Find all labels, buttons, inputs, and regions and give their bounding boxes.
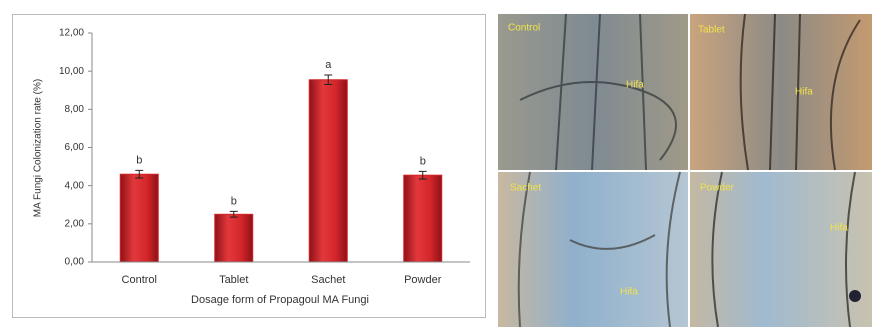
micrograph [690,172,872,327]
y-tick-label: 6,00 [65,142,85,153]
significance-letter: b [231,195,237,207]
plot: 0,00 2,00 4,00 6,00 8,00 10,00 12,00 b Control b T… [59,28,470,286]
significance-letter: b [136,154,142,166]
bar [308,79,348,263]
y-tick-label: 2,00 [65,218,85,229]
significance-letter: b [420,155,426,167]
cell-wall [711,171,856,327]
y-axis-label: MA Fungi Colonization rate (%) [33,79,44,217]
y-tick-label: 10,00 [59,66,84,77]
panel-annotation: Hifa [620,287,638,298]
x-tick-label: Sachet [311,274,345,286]
micrograph [498,172,688,327]
cell-wall [517,171,681,327]
x-tick-label: Powder [404,274,442,286]
panel-annotation: Hifa [626,80,644,91]
x-tick-label: Control [122,274,157,286]
significance-letter: a [325,59,332,71]
spore [849,290,861,302]
error-bar [324,74,333,86]
x-axis-label: Dosage form of Propagoul MA Fungi [191,294,369,306]
panel-label: Control [508,23,540,34]
y-tick-label: 12,00 [59,28,84,39]
panel-annotation: Hifa [830,223,848,234]
cell-wall [519,13,677,171]
error-bar [418,170,427,180]
x-tick-label: Tablet [219,274,248,286]
cell-wall [739,13,861,171]
y-tick-label: 0,00 [65,257,85,268]
bar [214,213,254,263]
y-tick-label: 8,00 [65,104,85,115]
y-tick-label: 4,00 [65,180,85,191]
micrographs: Control Hifa Tablet Hifa Sachet Hifa Pow… [498,13,872,327]
panel-annotation: Hifa [795,87,813,98]
micrograph [690,14,872,170]
chart-frame [12,14,486,318]
bar [403,174,443,263]
error-bar [135,169,144,179]
panel-label: Tablet [698,25,725,36]
bar [119,173,159,263]
error-bar [229,210,238,218]
panel-label: Sachet [510,183,541,194]
panel-label: Powder [700,183,735,194]
